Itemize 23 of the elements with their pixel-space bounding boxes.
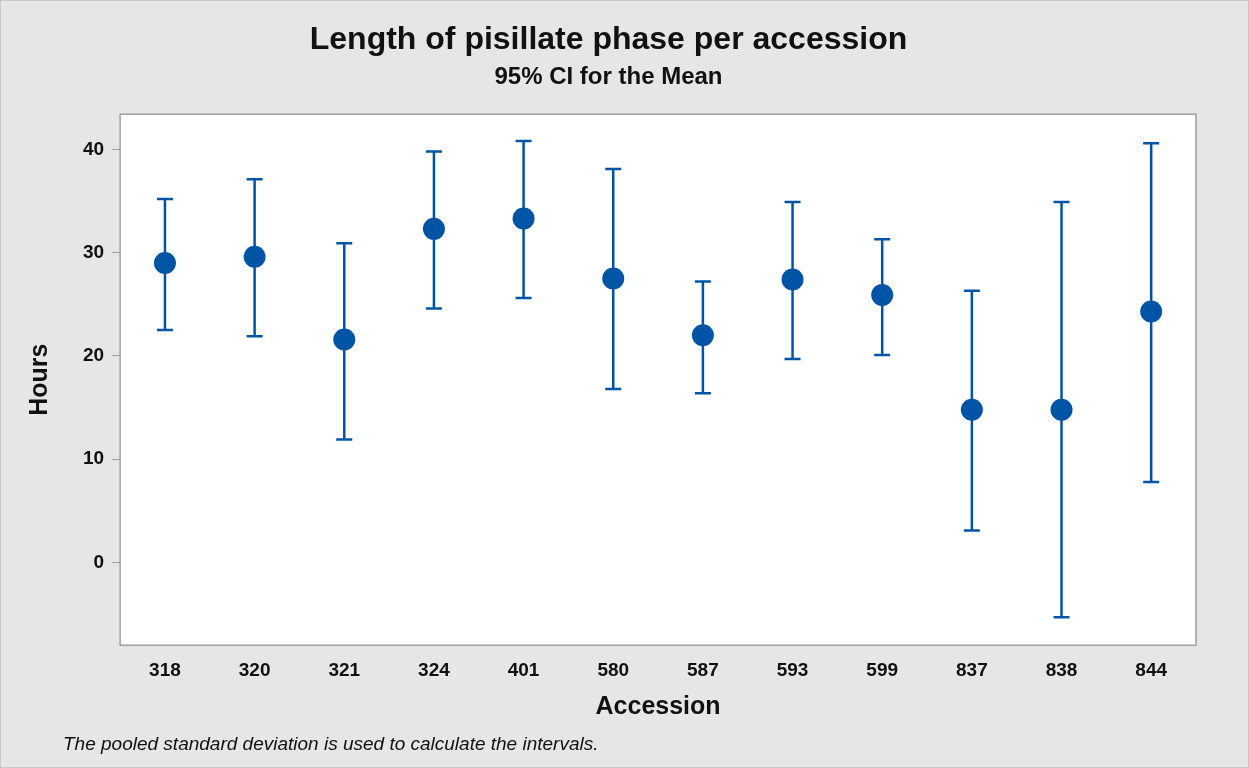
x-tick-label: 593	[776, 658, 809, 680]
x-tick-label: 321	[328, 658, 361, 680]
x-tick-label: 324	[418, 658, 451, 680]
y-tick-label: 30	[82, 240, 105, 262]
y-axis-title: Hours	[23, 343, 52, 416]
x-tick-label: 401	[507, 658, 540, 680]
x-axis-title: Accession	[595, 690, 721, 719]
y-tick-label: 10	[82, 447, 105, 469]
point	[422, 217, 445, 240]
x-tick-label: 587	[687, 658, 719, 680]
chart-title: Length of pisillate phase per accession	[309, 20, 908, 57]
y-tick-label: 0	[93, 550, 105, 572]
y-tick-label: 40	[82, 137, 105, 159]
text: The pooled standard deviation is used to calculate the intervals.	[63, 733, 599, 755]
x-tick-label: 838	[1045, 658, 1078, 680]
x-tick-label: 320	[238, 658, 271, 680]
x-tick-label: 844	[1135, 658, 1168, 680]
x-tick-label: 318	[149, 658, 181, 680]
y-tick-label: 20	[82, 344, 105, 366]
x-tick-label: 599	[866, 658, 899, 680]
x-tick-label: 837	[956, 658, 988, 680]
x-tick-label: 580	[597, 658, 630, 680]
chart-subtitle: 95% CI for the Mean	[494, 62, 723, 90]
